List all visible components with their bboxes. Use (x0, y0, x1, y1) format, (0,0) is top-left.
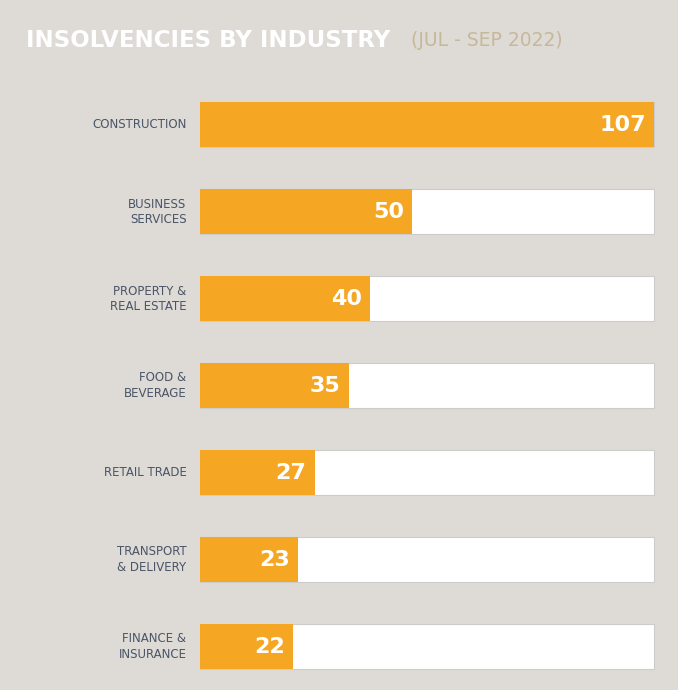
Text: 23: 23 (259, 550, 290, 569)
Text: 35: 35 (310, 376, 340, 395)
Bar (200, 363, 348, 408)
Text: 27: 27 (276, 463, 306, 482)
Bar (200, 537, 654, 582)
Text: RETAIL TRADE: RETAIL TRADE (104, 466, 186, 479)
Bar (200, 450, 315, 495)
Bar (200, 189, 412, 235)
Text: FINANCE &
INSURANCE: FINANCE & INSURANCE (119, 632, 186, 661)
Bar (200, 624, 654, 669)
Text: 40: 40 (331, 289, 361, 308)
Text: FOOD &
BEVERAGE: FOOD & BEVERAGE (123, 371, 186, 400)
Bar (200, 189, 654, 235)
Bar (200, 537, 298, 582)
Text: 50: 50 (373, 202, 404, 221)
Bar (200, 363, 654, 408)
Bar (200, 276, 654, 322)
Text: TRANSPORT
& DELIVERY: TRANSPORT & DELIVERY (117, 545, 186, 574)
Text: CONSTRUCTION: CONSTRUCTION (92, 119, 186, 131)
Bar (200, 450, 654, 495)
Bar (200, 102, 654, 148)
Text: BUSINESS
SERVICES: BUSINESS SERVICES (128, 197, 186, 226)
Text: PROPERTY &
REAL ESTATE: PROPERTY & REAL ESTATE (110, 284, 186, 313)
Bar (200, 624, 294, 669)
Bar (200, 276, 370, 322)
Text: (JUL - SEP 2022): (JUL - SEP 2022) (405, 31, 563, 50)
Text: 107: 107 (599, 115, 646, 135)
Text: INSOLVENCIES BY INDUSTRY: INSOLVENCIES BY INDUSTRY (26, 29, 390, 52)
Bar (200, 102, 654, 148)
Text: 22: 22 (254, 637, 285, 656)
